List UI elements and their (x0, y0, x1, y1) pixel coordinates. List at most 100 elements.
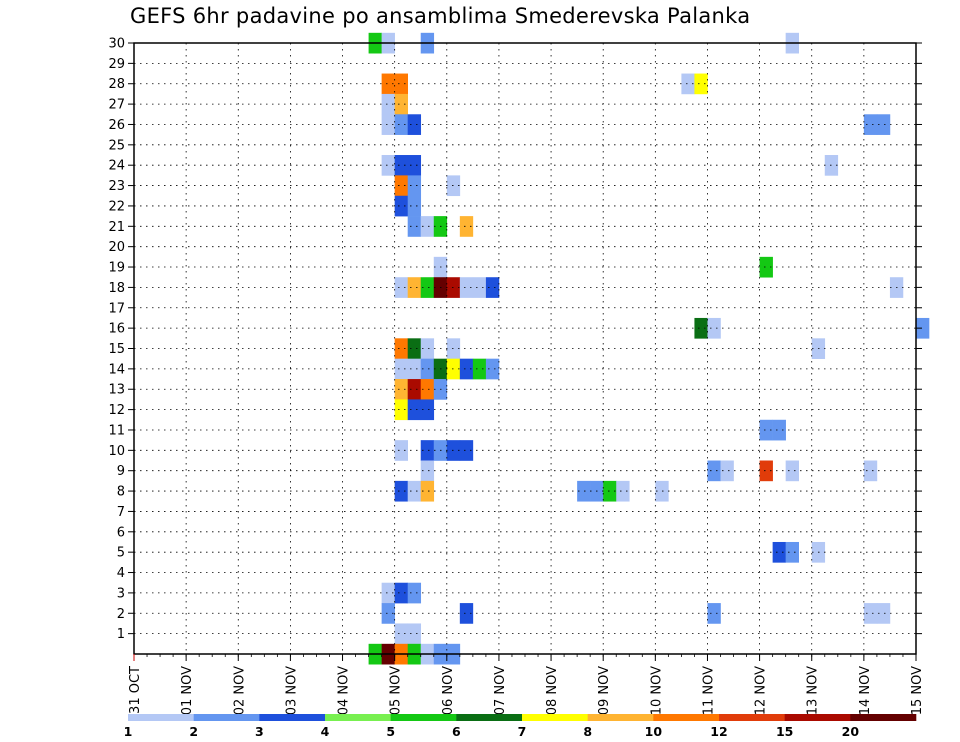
precip-cell (381, 155, 395, 176)
precip-cell (394, 73, 408, 95)
precip-cell (394, 582, 408, 604)
colorbar-swatch (784, 714, 851, 721)
precip-cell (407, 623, 422, 645)
precip-cell (381, 603, 395, 624)
precip-cell (394, 114, 408, 135)
x-tick-label: 10 NOV (649, 666, 664, 715)
colorbar: 1 2 3 4 5 6 7 8 10 12 15 20 (124, 714, 917, 739)
colorbar-label: 1 (124, 724, 133, 739)
y-tick-label: 25 (108, 138, 125, 153)
x-tick-label: 06 NOV (441, 666, 456, 715)
precip-cell (785, 460, 799, 482)
y-tick-label: 16 (108, 322, 125, 337)
precip-cell (394, 195, 408, 217)
y-tick-label: 11 (108, 423, 125, 438)
x-tick-label: 12 NOV (754, 666, 769, 715)
precip-cell (459, 277, 474, 298)
precip-cell (381, 582, 395, 604)
y-tick-label: 24 (108, 159, 125, 174)
x-tick-label: 02 NOV (232, 666, 247, 715)
precip-cell (407, 399, 422, 421)
precip-cell (394, 379, 408, 400)
precip-cell (420, 358, 435, 380)
precip-cell (407, 480, 422, 502)
precip-cell (707, 317, 721, 339)
precip-cell (785, 541, 799, 563)
x-tick-label: 07 NOV (493, 666, 508, 715)
x-tick-label: 08 NOV (545, 666, 560, 715)
precip-cell (863, 114, 878, 135)
x-tick-label: 05 NOV (389, 666, 404, 715)
precip-cell (916, 317, 930, 339)
colorbar-swatch (587, 714, 654, 721)
precip-cell (381, 93, 395, 115)
precip-cell (394, 440, 408, 461)
y-tick-label: 30 (108, 37, 125, 52)
precip-cell (407, 277, 422, 298)
precip-cell (394, 277, 408, 298)
precip-cell (707, 603, 721, 624)
precip-cell (472, 277, 487, 298)
y-axis: 1234567891011121314151617181920212223242… (108, 37, 922, 642)
precip-cell (394, 338, 408, 359)
y-tick-label: 1 (117, 627, 125, 642)
precip-cell (485, 358, 500, 380)
precip-cell (394, 480, 408, 502)
precip-cell (407, 195, 422, 217)
colorbar-label: 20 (842, 724, 860, 739)
x-axis: 31 OCT 01 NOV 02 NOV 03 NOV 04 NOV 05 NOV 06 N… (128, 654, 925, 715)
precip-cell (420, 338, 435, 359)
precip-cell (381, 73, 395, 95)
colorbar-swatch (456, 714, 523, 721)
precip-cell (394, 623, 408, 645)
precip-cell (381, 114, 395, 135)
y-tick-label: 15 (108, 342, 125, 357)
precip-cell (459, 358, 474, 380)
y-tick-label: 17 (108, 301, 125, 316)
y-tick-label: 10 (108, 444, 125, 459)
precip-cell (876, 114, 891, 135)
precip-cell (407, 155, 422, 176)
colorbar-label: 3 (255, 724, 264, 739)
precip-cell (407, 216, 422, 237)
precip-cell (759, 460, 773, 482)
precip-cell (420, 399, 435, 421)
precip-cell (420, 379, 435, 400)
x-tick-label: 13 NOV (806, 666, 821, 715)
colorbar-swatch (390, 714, 457, 721)
precip-cell (420, 460, 435, 482)
y-tick-label: 2 (117, 607, 125, 622)
y-tick-label: 21 (108, 220, 125, 235)
colorbar-label: 6 (452, 724, 461, 739)
y-tick-label: 20 (108, 240, 125, 255)
y-tick-label: 14 (108, 362, 125, 377)
y-tick-label: 13 (108, 383, 125, 398)
precip-cell (407, 582, 422, 604)
colorbar-swatch (325, 714, 391, 721)
y-tick-label: 5 (117, 546, 125, 561)
colorbar-label: 2 (189, 724, 198, 739)
precip-cell (759, 419, 773, 441)
precip-cell (694, 317, 708, 339)
y-tick-label: 7 (117, 505, 125, 520)
precipitation-cells (368, 32, 930, 665)
colorbar-label: 10 (645, 724, 663, 739)
x-tick-label: 01 NOV (180, 666, 195, 715)
precip-cell (459, 440, 474, 461)
colorbar-swatch (259, 714, 326, 721)
colorbar-swatch (522, 714, 588, 721)
precip-cell (863, 460, 878, 482)
y-tick-label: 27 (108, 98, 125, 113)
precip-cell (394, 175, 408, 197)
precip-cell (407, 338, 422, 359)
colorbar-swatch (653, 714, 720, 721)
precip-cell (407, 358, 422, 380)
y-tick-label: 23 (108, 179, 125, 194)
precip-cell (772, 419, 786, 441)
y-tick-label: 9 (117, 464, 125, 479)
precip-cell (420, 480, 435, 502)
precip-cell (759, 256, 773, 278)
precip-cell (407, 379, 422, 400)
precip-cell (459, 603, 474, 624)
colorbar-label: 15 (776, 724, 793, 739)
